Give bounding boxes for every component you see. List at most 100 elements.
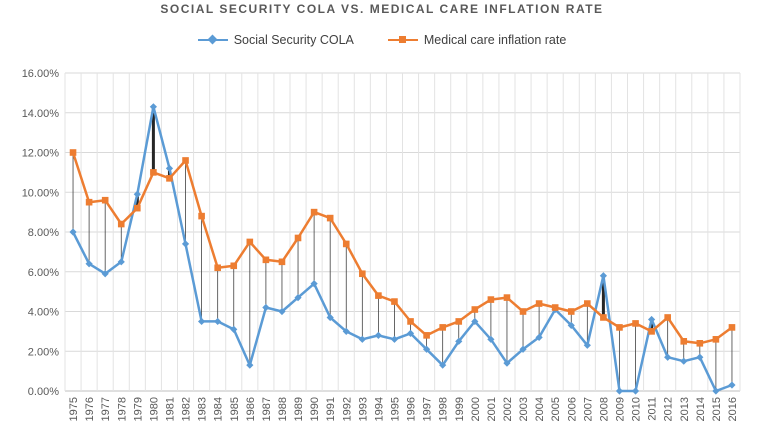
point-medical	[230, 262, 238, 270]
point-medical	[342, 240, 350, 248]
x-tick-label: 1975	[68, 397, 80, 421]
point-medical	[278, 258, 286, 266]
x-tick-label: 2005	[550, 397, 562, 421]
x-tick-label: 1983	[197, 397, 209, 421]
point-medical	[101, 196, 109, 204]
x-tick-label: 1978	[116, 397, 128, 421]
point-cola	[358, 335, 366, 343]
x-tick-label: 1985	[229, 397, 241, 421]
x-tick-label: 1994	[373, 397, 385, 421]
point-cola	[487, 335, 495, 343]
x-tick-label: 1982	[181, 397, 193, 421]
y-tick-label: 14.00%	[22, 108, 60, 120]
point-medical	[134, 204, 141, 212]
point-medical	[439, 324, 446, 331]
point-cola	[230, 325, 238, 333]
point-cola	[262, 303, 270, 312]
x-tick-label: 1996	[406, 397, 418, 421]
x-tick-label: 1995	[389, 397, 401, 421]
point-medical	[359, 270, 366, 278]
legend-swatch-medical	[387, 35, 418, 45]
point-cola	[246, 361, 254, 369]
point-cola	[583, 341, 591, 349]
point-cola	[85, 260, 93, 268]
point-cola	[455, 337, 463, 345]
point-cola	[294, 293, 302, 302]
x-tick-label: 1997	[422, 397, 434, 421]
point-medical	[712, 336, 720, 343]
point-medical	[503, 294, 511, 301]
point-cola	[133, 190, 141, 198]
x-tick-label: 1998	[438, 397, 450, 421]
point-medical	[664, 314, 671, 321]
point-cola	[278, 307, 286, 316]
point-medical	[246, 238, 254, 246]
x-tick-label: 1993	[357, 397, 369, 421]
point-cola	[535, 333, 543, 341]
point-cola	[567, 321, 575, 330]
point-medical	[326, 214, 334, 222]
point-medical	[567, 308, 575, 315]
x-tick-label: 1988	[277, 397, 289, 421]
x-tick-label: 2001	[486, 397, 498, 421]
point-medical	[696, 340, 704, 347]
point-cola	[165, 164, 174, 172]
x-tick-label: 2003	[518, 397, 530, 421]
point-medical	[85, 198, 93, 206]
point-medical	[375, 292, 382, 299]
x-tick-label: 2015	[711, 397, 723, 421]
point-medical	[632, 320, 639, 327]
point-medical	[471, 306, 479, 313]
point-cola	[406, 329, 415, 337]
point-medical	[423, 332, 430, 339]
point-medical	[551, 304, 559, 311]
point-cola	[439, 361, 447, 369]
legend: Social Security COLA Medical care inflat…	[0, 33, 764, 47]
point-medical	[519, 308, 527, 315]
legend-label-medical: Medical care inflation rate	[423, 33, 567, 47]
point-cola	[471, 317, 479, 326]
point-cola	[390, 335, 399, 343]
point-medical	[616, 324, 623, 331]
point-cola	[310, 280, 318, 288]
x-tick-label: 2002	[502, 397, 514, 421]
point-cola	[664, 353, 672, 361]
x-tick-label: 1992	[341, 397, 353, 421]
point-cola	[680, 357, 688, 365]
point-cola	[631, 387, 640, 395]
point-medical	[214, 264, 221, 272]
point-cola	[101, 270, 109, 278]
x-tick-label: 2010	[631, 397, 643, 421]
legend-item-medical[interactable]: Medical care inflation rate	[387, 33, 567, 47]
point-medical	[150, 169, 157, 176]
x-tick-label: 2006	[566, 397, 578, 421]
y-tick-label: 12.00%	[22, 148, 60, 160]
y-tick-label: 2.00%	[28, 346, 59, 358]
point-cola	[712, 387, 720, 395]
x-tick-label: 2009	[614, 397, 626, 421]
point-medical	[455, 318, 463, 325]
legend-label-cola: Social Security COLA	[233, 33, 354, 47]
point-cola	[149, 103, 157, 111]
point-medical	[535, 300, 543, 307]
x-tick-label: 1999	[454, 397, 466, 421]
point-medical	[407, 318, 414, 325]
legend-item-cola[interactable]: Social Security COLA	[197, 33, 354, 47]
y-tick-label: 10.00%	[22, 187, 60, 199]
point-medical	[680, 338, 688, 345]
y-tick-label: 6.00%	[28, 267, 59, 279]
x-tick-label: 1989	[293, 397, 305, 421]
point-medical	[166, 175, 173, 182]
y-tick-label: 16.00%	[22, 68, 60, 80]
legend-square-marker	[398, 36, 406, 43]
x-tick-label: 1984	[213, 397, 225, 421]
point-medical	[198, 212, 205, 220]
x-tick-label: 1980	[148, 397, 160, 421]
point-cola	[696, 353, 704, 361]
x-tick-label: 1976	[84, 397, 96, 421]
x-tick-label: 2012	[663, 397, 675, 421]
point-medical	[69, 149, 77, 156]
point-cola	[423, 345, 431, 353]
point-cola	[503, 359, 511, 367]
